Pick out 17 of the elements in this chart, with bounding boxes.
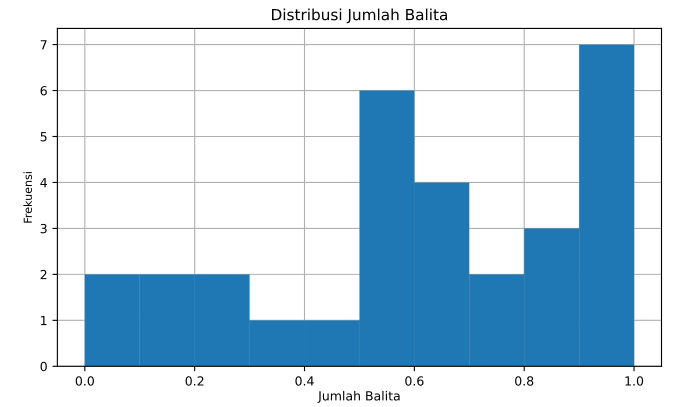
y-tick-label: 0 xyxy=(40,362,47,372)
y-axis-title: Frekuensi xyxy=(23,172,32,223)
x-axis-title: Jumlah Balita xyxy=(318,390,400,403)
x-tick-label: 1.0 xyxy=(625,376,644,386)
y-tick-label: 3 xyxy=(40,224,47,234)
x-tick-label: 0.4 xyxy=(295,376,314,386)
y-tick-label: 5 xyxy=(40,132,47,142)
x-tick-label: 0.2 xyxy=(186,376,204,386)
y-tick-label: 7 xyxy=(40,40,47,50)
y-tick-label: 2 xyxy=(40,270,46,280)
y-tick-label: 4 xyxy=(40,178,47,188)
y-tick-label: 1 xyxy=(41,316,46,326)
chart-title: Distribusi Jumlah Balita xyxy=(272,8,447,24)
x-tick-label: 0.6 xyxy=(405,376,424,386)
x-tick-label: 0.8 xyxy=(515,376,534,386)
x-tick-label: 0.0 xyxy=(76,376,94,386)
y-tick-label: 6 xyxy=(40,86,47,96)
